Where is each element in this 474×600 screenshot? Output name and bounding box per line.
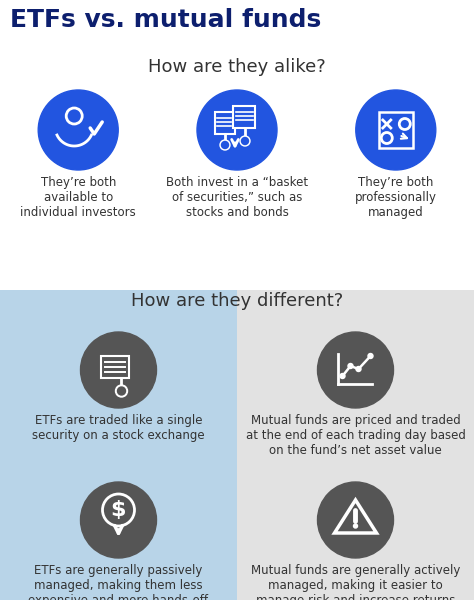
Text: $: $: [111, 500, 126, 520]
Circle shape: [241, 137, 248, 145]
Circle shape: [368, 353, 373, 358]
Bar: [237, 290, 474, 600]
Text: ETFs are traded like a single
security on a stock exchange: ETFs are traded like a single security o…: [32, 414, 205, 442]
Circle shape: [348, 364, 353, 368]
Text: How are they different?: How are they different?: [131, 292, 343, 310]
Text: They’re both
available to
individual investors: They’re both available to individual inv…: [20, 176, 136, 219]
Bar: [0, 290, 237, 600]
Circle shape: [197, 90, 277, 170]
Circle shape: [318, 482, 393, 558]
Circle shape: [356, 90, 436, 170]
Circle shape: [81, 482, 156, 558]
Text: Mutual funds are generally actively
managed, making it easier to
manage risk and: Mutual funds are generally actively mana…: [251, 564, 460, 600]
Circle shape: [116, 385, 128, 397]
Circle shape: [354, 524, 357, 528]
Text: ETFs are generally passively
managed, making them less
expensive and more hands-: ETFs are generally passively managed, ma…: [28, 564, 209, 600]
Circle shape: [240, 136, 250, 146]
Bar: [0, 0, 474, 290]
FancyBboxPatch shape: [379, 112, 413, 148]
Text: How are they alike?: How are they alike?: [148, 58, 326, 76]
FancyBboxPatch shape: [215, 112, 235, 134]
Circle shape: [356, 367, 361, 371]
Circle shape: [38, 90, 118, 170]
Text: ETFs vs. mutual funds: ETFs vs. mutual funds: [10, 8, 321, 32]
Circle shape: [220, 140, 230, 150]
Text: They’re both
professionally
managed: They’re both professionally managed: [355, 176, 437, 219]
FancyBboxPatch shape: [233, 106, 255, 128]
Circle shape: [318, 332, 393, 408]
Circle shape: [221, 142, 228, 148]
Circle shape: [81, 332, 156, 408]
Circle shape: [340, 373, 345, 379]
Text: Both invest in a “basket
of securities,” such as
stocks and bonds: Both invest in a “basket of securities,”…: [166, 176, 308, 219]
Circle shape: [118, 387, 126, 395]
FancyBboxPatch shape: [101, 356, 129, 378]
Text: Mutual funds are priced and traded
at the end of each trading day based
on the f: Mutual funds are priced and traded at th…: [246, 414, 465, 457]
